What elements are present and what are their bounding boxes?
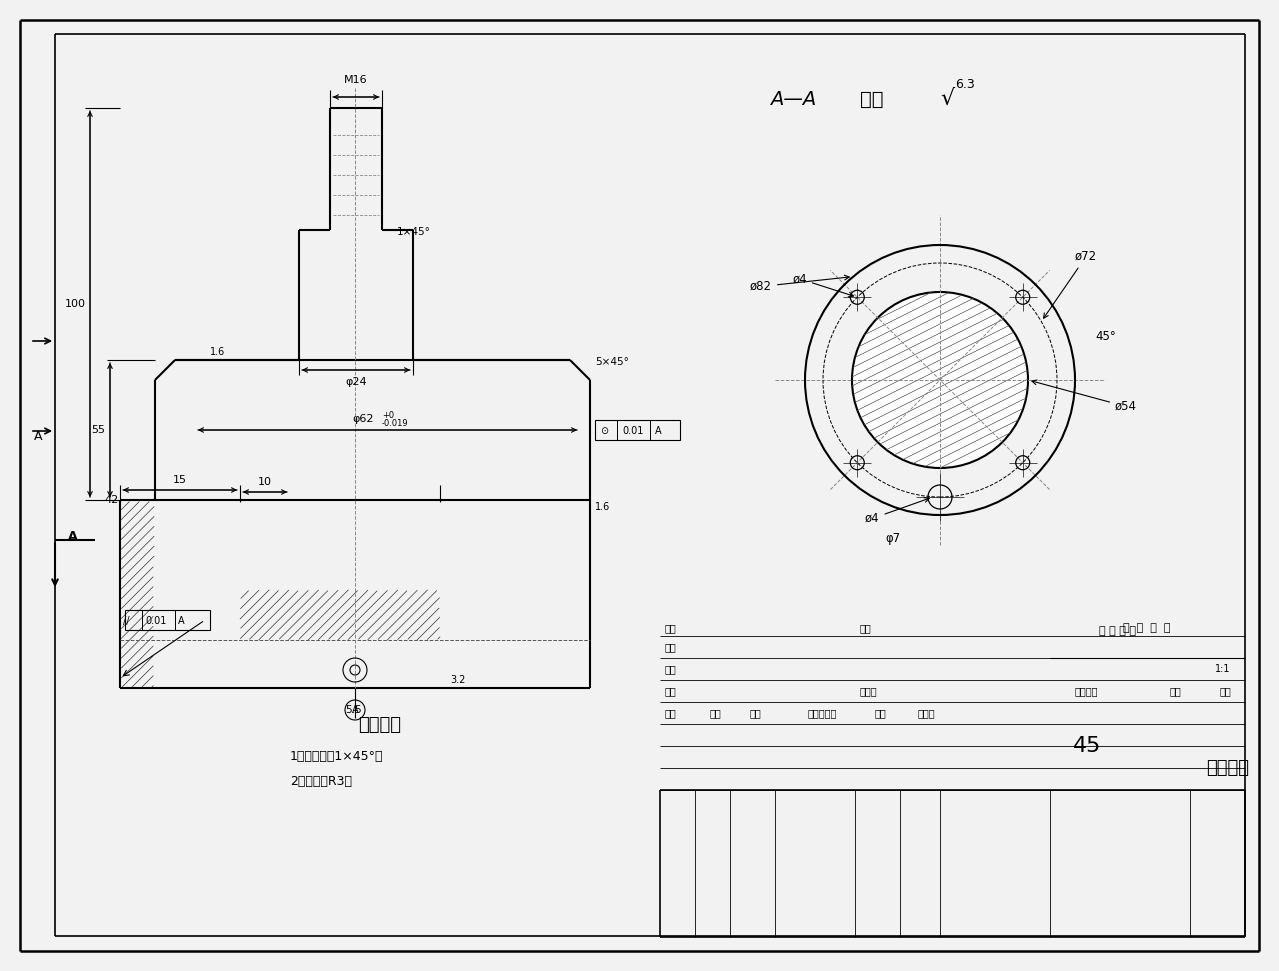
Text: M16: M16 bbox=[344, 75, 368, 85]
Text: 100: 100 bbox=[64, 299, 86, 309]
Text: 比例: 比例 bbox=[1220, 686, 1232, 696]
Text: A: A bbox=[352, 705, 358, 715]
Text: 3.2: 3.2 bbox=[450, 675, 466, 685]
Text: 审核: 审核 bbox=[665, 642, 677, 652]
Text: 1.6: 1.6 bbox=[210, 347, 225, 357]
Text: 设计: 设计 bbox=[665, 686, 677, 696]
Text: 10: 10 bbox=[258, 477, 272, 487]
Text: 1、未注倒角1×45°。: 1、未注倒角1×45°。 bbox=[290, 750, 384, 763]
Text: 工艺: 工艺 bbox=[665, 623, 677, 633]
Text: 45°: 45° bbox=[1095, 330, 1115, 343]
Text: 0.01: 0.01 bbox=[145, 616, 166, 626]
Text: 6.3: 6.3 bbox=[955, 78, 975, 91]
Text: 重量: 重量 bbox=[1170, 686, 1182, 696]
Text: 处数: 处数 bbox=[710, 708, 721, 718]
Text: √: √ bbox=[940, 89, 954, 109]
Text: ø4: ø4 bbox=[865, 498, 930, 525]
Text: 其余: 其余 bbox=[859, 90, 884, 109]
Text: 1×45°: 1×45° bbox=[396, 227, 431, 237]
Text: 0.01: 0.01 bbox=[622, 426, 643, 436]
Text: //: // bbox=[123, 616, 129, 626]
Text: -0.019: -0.019 bbox=[382, 419, 408, 428]
Text: 共 张 第 张: 共 张 第 张 bbox=[1099, 626, 1136, 636]
Text: 签名: 签名 bbox=[875, 708, 886, 718]
Text: 5.5: 5.5 bbox=[345, 705, 362, 715]
Text: 42: 42 bbox=[105, 495, 119, 505]
Text: 5×45°: 5×45° bbox=[595, 357, 629, 367]
Text: 2、未标注R3。: 2、未标注R3。 bbox=[290, 775, 352, 788]
Text: A: A bbox=[178, 616, 184, 626]
Text: 分区: 分区 bbox=[749, 708, 762, 718]
Text: 55: 55 bbox=[91, 425, 105, 435]
Text: φ62: φ62 bbox=[352, 414, 373, 424]
Text: 制图: 制图 bbox=[665, 664, 677, 674]
Text: 1.6: 1.6 bbox=[595, 502, 610, 512]
Text: 定位销板: 定位销板 bbox=[1206, 759, 1250, 777]
Text: 年月日: 年月日 bbox=[918, 708, 936, 718]
Text: 45: 45 bbox=[1073, 736, 1101, 756]
Text: 更改文件号: 更改文件号 bbox=[808, 708, 838, 718]
Text: 标准化: 标准化 bbox=[859, 686, 877, 696]
Text: A—A: A—A bbox=[770, 90, 816, 109]
Text: A: A bbox=[68, 530, 78, 543]
Circle shape bbox=[852, 292, 1028, 468]
Text: φ7: φ7 bbox=[885, 532, 900, 545]
Text: 1:1: 1:1 bbox=[1215, 664, 1230, 674]
Text: 15: 15 bbox=[173, 475, 187, 485]
Text: +0: +0 bbox=[382, 411, 394, 420]
Text: 标记: 标记 bbox=[665, 708, 677, 718]
Text: ø4: ø4 bbox=[792, 272, 853, 297]
Text: 批准: 批准 bbox=[859, 623, 872, 633]
Text: φ24: φ24 bbox=[345, 377, 367, 387]
Bar bbox=[125, 610, 210, 630]
Text: A: A bbox=[655, 426, 661, 436]
Text: ø54: ø54 bbox=[1032, 380, 1137, 413]
Text: ø82: ø82 bbox=[749, 275, 849, 293]
Text: A: A bbox=[33, 429, 42, 443]
Text: ø72: ø72 bbox=[1044, 250, 1097, 318]
Text: 共  张  第  张: 共 张 第 张 bbox=[1123, 623, 1170, 633]
Text: 技术要求: 技术要求 bbox=[358, 716, 402, 734]
Text: ⊙: ⊙ bbox=[600, 426, 608, 436]
Text: 阶段标记: 阶段标记 bbox=[1076, 686, 1099, 696]
Bar bbox=[595, 420, 680, 440]
